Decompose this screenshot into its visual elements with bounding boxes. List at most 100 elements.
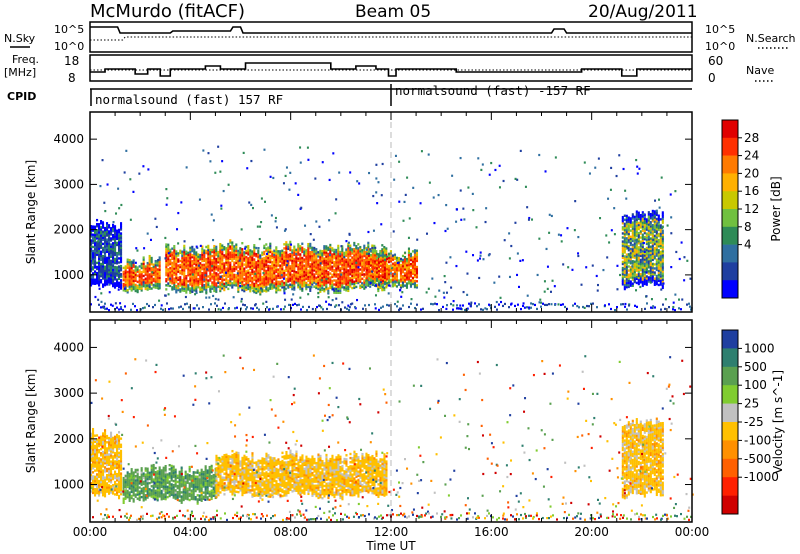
data-cell: [659, 226, 662, 229]
data-cell: [171, 261, 174, 265]
data-cell: [347, 252, 350, 256]
data-cell: [531, 218, 534, 221]
data-cell: [528, 216, 531, 220]
data-cell: [347, 261, 350, 264]
data-cell: [106, 246, 109, 249]
data-cell: [293, 257, 296, 261]
data-cell: [361, 251, 364, 254]
data-cell: [207, 283, 210, 286]
data-cell: [641, 258, 644, 261]
data-cell: [209, 271, 212, 274]
data-cell: [651, 254, 654, 257]
data-cell: [683, 279, 686, 282]
data-cell: [241, 258, 244, 261]
data-cell: [297, 259, 300, 262]
data-cell: [255, 265, 258, 268]
data-cell: [253, 278, 256, 282]
data-cell: [98, 267, 101, 271]
data-cell: [92, 471, 95, 474]
data-cell: [407, 247, 411, 250]
data-cell: [217, 269, 220, 272]
data-cell: [122, 278, 125, 282]
data-cell: [269, 175, 272, 178]
data-cell: [641, 229, 644, 232]
data-cell: [627, 273, 630, 276]
data-cell: [132, 275, 135, 279]
data-cell: [233, 255, 236, 258]
data-cell: [643, 250, 646, 253]
data-cell: [637, 254, 640, 257]
data-cell: [395, 279, 399, 282]
data-cell: [223, 270, 226, 273]
data-cell: [631, 217, 634, 220]
data-cell: [659, 267, 662, 270]
data-cell: [415, 284, 419, 287]
data-cell: [353, 256, 356, 259]
data-cell: [106, 434, 109, 438]
data-cell: [385, 257, 389, 261]
data-cell: [129, 178, 132, 181]
data-cell: [171, 269, 174, 273]
data-cell: [207, 261, 210, 264]
data-cell: [195, 267, 198, 271]
data-cell: [96, 229, 99, 232]
data-cell: [102, 461, 105, 464]
data-cell: [645, 269, 648, 272]
data-cell: [369, 280, 373, 283]
data-cell: [96, 240, 99, 243]
data-cell: [355, 257, 358, 260]
data-cell: [519, 149, 522, 153]
data-cell: [98, 261, 101, 265]
data-cell: [367, 247, 370, 251]
data-cell: [245, 260, 248, 263]
data-cell: [186, 302, 188, 305]
data-cell: [120, 266, 123, 270]
data-cell: [120, 240, 123, 243]
data-cell: [319, 268, 322, 271]
data-cell: [152, 267, 155, 270]
data-cell: [305, 271, 308, 274]
data-cell: [369, 268, 373, 271]
data-cell: [403, 264, 407, 267]
data-cell: [337, 287, 340, 290]
data-cell: [130, 260, 133, 264]
data-cell: [201, 280, 204, 283]
data-cell: [247, 285, 250, 289]
data-cell: [481, 163, 484, 166]
data-cell: [303, 270, 306, 273]
data-cell: [217, 277, 220, 280]
data-cell: [233, 281, 236, 285]
data-cell: [148, 269, 151, 272]
data-cell: [365, 283, 369, 286]
data-cell: [227, 283, 230, 287]
data-cell: [263, 275, 266, 278]
data-cell: [104, 253, 107, 256]
data-cell: [148, 304, 150, 308]
data-cell: [267, 272, 270, 276]
data-cell: [222, 306, 224, 310]
data-cell: [625, 269, 628, 273]
data-cell: [377, 263, 380, 266]
data-cell: [221, 279, 224, 282]
data-cell: [647, 272, 650, 275]
data-cell: [321, 260, 324, 263]
data-cell: [309, 233, 312, 236]
data-cell: [351, 282, 354, 286]
data-cell: [643, 272, 646, 275]
data-cell: [649, 269, 652, 273]
data-cell: [319, 255, 322, 259]
data-cell: [383, 256, 387, 259]
data-cell: [315, 270, 318, 273]
data-cell: [221, 264, 224, 268]
data-cell: [649, 275, 652, 278]
data-cell: [637, 225, 640, 229]
data-cell: [241, 252, 244, 255]
data-cell: [637, 238, 640, 241]
data-cell: [104, 279, 107, 283]
data-cell: [201, 257, 204, 261]
data-cell: [168, 308, 170, 311]
data-cell: [643, 282, 646, 286]
data-cell: [393, 273, 396, 276]
data-cell: [112, 467, 115, 470]
data-cell: [201, 259, 204, 263]
